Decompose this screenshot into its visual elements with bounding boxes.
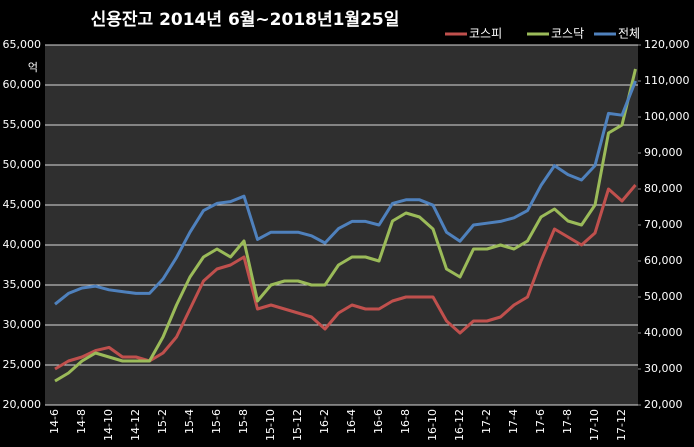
y2-tick-label: 30,000 [644,362,683,375]
plot-area [45,45,638,405]
y-tick-label: 60,000 [3,78,42,91]
x-tick-label: 17-6 [534,409,547,434]
x-tick-label: 15-6 [210,409,223,434]
y-tick-label: 40,000 [3,238,42,251]
x-tick-label: 16-8 [399,409,412,434]
y-tick-label: 30,000 [3,318,42,331]
x-tick-label: 15-4 [183,409,196,434]
x-tick-label: 16-4 [345,409,358,434]
x-tick-label: 14-10 [102,409,115,441]
x-tick-label: 16-6 [372,409,385,434]
y2-tick-label: 20,000 [644,398,683,411]
y2-tick-label: 40,000 [644,326,683,339]
y2-tick-label: 60,000 [644,254,683,267]
series-line [54,68,637,383]
legend-label: 코스피 [469,27,502,41]
x-tick-label: 16-2 [318,409,331,434]
x-tick-label: 14-12 [129,409,142,441]
x-tick-label: 16-12 [453,409,466,441]
legend-label: 코스닥 [551,27,584,41]
y2-tick-label: 110,000 [644,74,690,87]
x-tick-label: 17-12 [615,409,628,441]
x-tick-label: 14-6 [48,409,61,434]
series-line [54,80,637,306]
x-tick-label: 15-8 [237,409,250,434]
y-tick-label: 25,000 [3,358,42,371]
y2-tick-label: 100,000 [644,110,690,123]
y2-tick-label: 50,000 [644,290,683,303]
x-tick-label: 17-10 [588,409,601,441]
y-tick-label: 45,000 [3,198,42,211]
x-tick-label: 17-4 [507,409,520,434]
x-tick-label: 15-10 [264,409,277,441]
chart-title: 신용잔고 2014년 6월~2018년1월25일 [91,10,400,30]
y-tick-label: 65,000 [3,38,42,51]
x-tick-label: 15-12 [291,409,304,441]
y-tick-label: 50,000 [3,158,42,171]
y-tick-label: 20,000 [3,398,42,411]
y-tick-label: 55,000 [3,118,42,131]
x-tick-label: 14-8 [75,409,88,434]
y2-tick-label: 90,000 [644,146,683,159]
y-unit: 억 [28,61,38,74]
legend-label: 전체 [618,27,640,41]
x-tick-label: 17-8 [561,409,574,434]
x-tick-label: 16-10 [426,409,439,441]
y2-tick-label: 70,000 [644,218,683,231]
y2-tick-label: 120,000 [644,38,690,51]
x-tick-label: 15-2 [156,409,169,434]
y-tick-label: 35,000 [3,278,42,291]
y2-tick-label: 80,000 [644,182,683,195]
x-tick-label: 17-2 [480,409,493,434]
